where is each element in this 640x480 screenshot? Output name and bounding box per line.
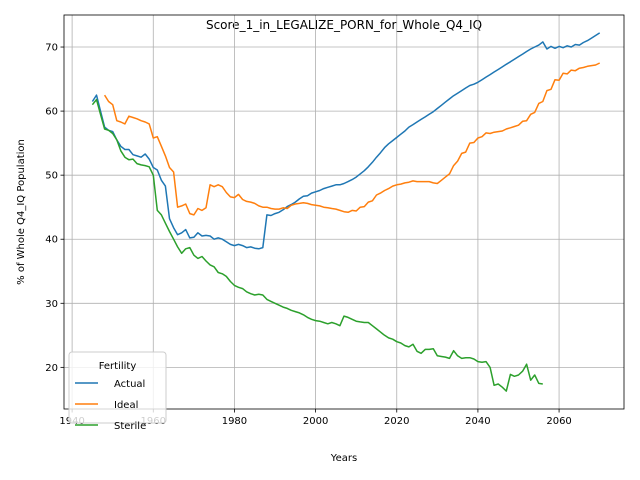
y-tick-label: 70: [45, 43, 58, 54]
y-axis-label: % of Whole Q4_IQ Population: [16, 139, 27, 285]
legend-label-actual: Actual: [114, 379, 145, 390]
y-tick-label: 50: [45, 171, 58, 182]
legend-entries: Actual Ideal Sterile: [75, 379, 146, 432]
y-tick-label: 60: [45, 107, 58, 118]
legend-title: Fertility: [99, 361, 137, 372]
y-tick-label: 30: [45, 299, 58, 310]
legend-label-sterile: Sterile: [114, 421, 146, 432]
y-tick-label: 40: [45, 235, 58, 246]
plot-frame: [63, 14, 625, 410]
series-line-sterile: [91, 98, 543, 392]
series-line-ideal: [103, 62, 601, 216]
x-tick-label: 2040: [465, 416, 490, 427]
x-tick-label: 1980: [222, 416, 247, 427]
x-tick-label: 2020: [384, 416, 409, 427]
plot-lines: [91, 32, 601, 392]
x-axis-label: Years: [330, 453, 357, 464]
legend-box: [68, 351, 167, 424]
series-line-actual: [91, 32, 601, 250]
x-tick-label: 2000: [303, 416, 328, 427]
y-axis: 20 30 40 50 60 70: [45, 43, 64, 374]
x-tick-label: 2060: [546, 416, 571, 427]
legend-label-ideal: Ideal: [114, 400, 138, 411]
legend: Fertility Actual Ideal Sterile: [68, 351, 167, 432]
y-tick-label: 20: [45, 363, 58, 374]
chart-title: Score_1_in_LEGALIZE_PORN_for_Whole_Q4_IQ: [206, 18, 482, 32]
